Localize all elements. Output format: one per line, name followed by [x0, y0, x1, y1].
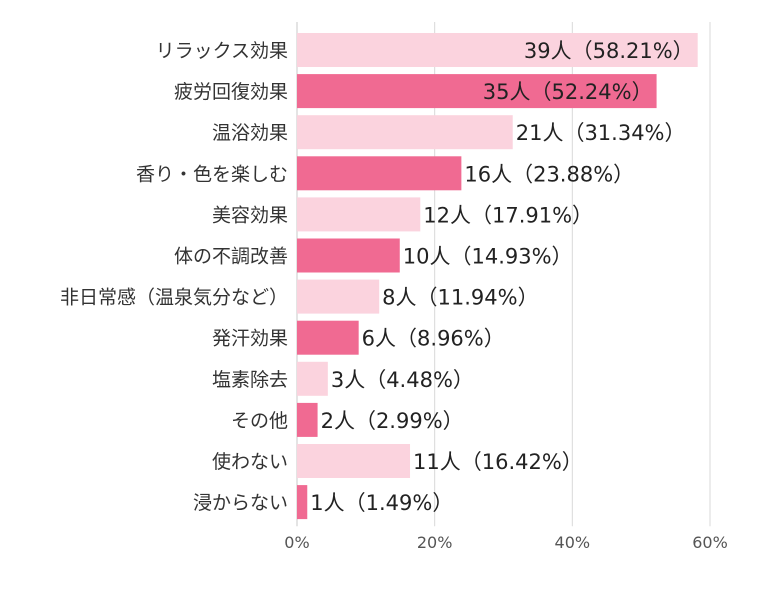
category-label: 使わない: [212, 451, 288, 473]
data-label: 11人（16.42%）: [413, 450, 583, 474]
data-label: 16人（23.88%）: [464, 162, 634, 186]
x-tick-label: 20%: [417, 533, 453, 552]
bar: [297, 279, 380, 314]
category-label: 非日常感（温泉気分など）: [60, 287, 288, 309]
bar: [297, 238, 400, 273]
category-label: リラックス効果: [156, 40, 288, 62]
data-label: 3人（4.48%）: [331, 368, 474, 392]
data-label: 35人（52.24%）: [483, 80, 653, 104]
x-tick-label: 0%: [284, 533, 309, 552]
bar: [297, 444, 411, 478]
bar: [297, 74, 657, 109]
bar: [297, 115, 513, 150]
category-label: その他: [231, 410, 288, 432]
category-label: 美容効果: [212, 204, 288, 226]
category-label: 体の不調改善: [174, 246, 288, 268]
data-label: 2人（2.99%）: [321, 409, 464, 433]
data-label: 8人（11.94%）: [382, 286, 538, 310]
data-label: 21人（31.34%）: [516, 121, 686, 145]
x-axis-ticks: 0% 20% 40% 60%: [284, 533, 727, 552]
bars: [297, 33, 698, 520]
category-label: 香り・色を楽しむ: [136, 163, 288, 185]
bar: [297, 197, 421, 232]
bar: [297, 361, 328, 396]
data-label: 1人（1.49%）: [310, 491, 453, 515]
x-tick-label: 60%: [692, 533, 728, 552]
bar: [297, 485, 308, 520]
bar: [297, 320, 359, 355]
data-label: 10人（14.93%）: [403, 245, 573, 269]
bar: [297, 33, 698, 67]
bar: [297, 156, 462, 191]
category-label: 温浴効果: [212, 122, 288, 144]
category-labels: リラックス効果疲労回復効果温浴効果香り・色を楽しむ美容効果体の不調改善非日常感（…: [60, 40, 288, 514]
category-label: 発汗効果: [212, 328, 288, 350]
bar: [297, 402, 318, 437]
category-label: 疲労回復効果: [174, 81, 288, 103]
data-label: 6人（8.96%）: [362, 327, 505, 351]
x-tick-label: 40%: [555, 533, 591, 552]
category-label: 塩素除去: [212, 369, 288, 391]
data-labels: 39人（58.21%） 35人（52.24%） 21人（31.34%） 16人（23.…: [310, 39, 693, 515]
data-label: 39人（58.21%）: [524, 39, 694, 63]
category-label: 浸からない: [193, 492, 288, 514]
data-label: 12人（17.91%）: [423, 203, 593, 227]
